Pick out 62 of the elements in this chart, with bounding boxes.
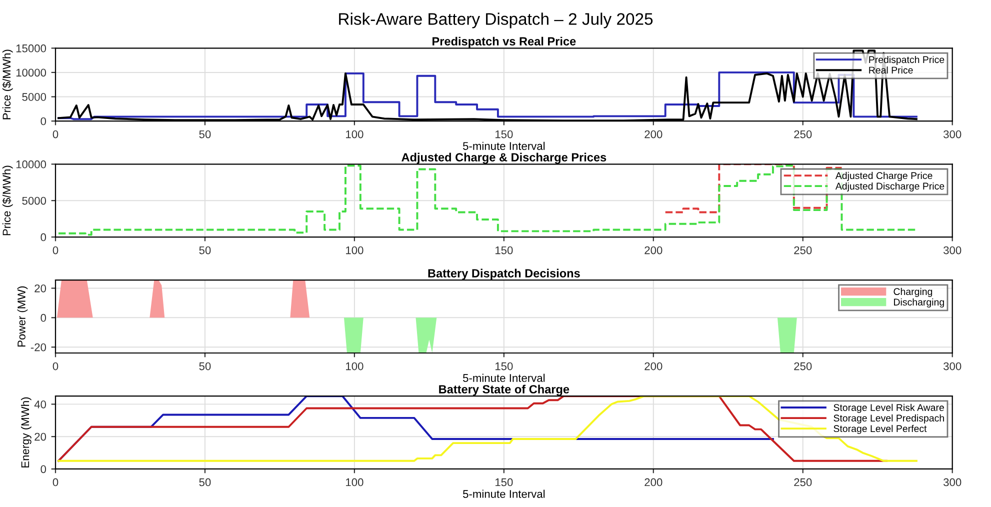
legend-label: Adjusted Charge Price	[835, 172, 932, 181]
legend-label: Storage Level Predispach	[834, 414, 944, 424]
y-tick-label: 20	[34, 432, 46, 441]
y-axis-title: Energy (MWh)	[20, 397, 32, 468]
y-tick-label: 10000	[16, 68, 46, 77]
x-tick-label: 200	[644, 246, 662, 254]
x-tick-label: 200	[644, 130, 662, 138]
x-tick-label: 150	[496, 130, 513, 138]
y-axis-title: Price ($/MWh)	[2, 166, 13, 236]
chart-title: Battery Dispatch Decisions	[428, 268, 580, 280]
x-tick-label: 0	[52, 130, 58, 138]
legend-label: Storage Level Risk Aware	[834, 404, 944, 413]
chart-title: Adjusted Charge & Discharge Prices	[402, 152, 606, 164]
y-tick-label: 0	[40, 465, 46, 474]
x-tick-label: 100	[346, 130, 364, 138]
x-tick-label: 250	[794, 130, 812, 138]
x-tick-label: 50	[199, 246, 211, 254]
x-tick-label: 250	[794, 478, 812, 486]
legend-label: Predispatch Price	[869, 56, 944, 66]
y-tick-label: 15000	[16, 44, 46, 52]
y-tick-label: 20	[34, 284, 46, 292]
x-tick-label: 250	[794, 362, 812, 370]
x-tick-label: 100	[346, 362, 364, 370]
x-tick-label: 200	[644, 478, 662, 486]
y-tick-label: 0	[40, 233, 46, 242]
legend-label: Charging	[894, 288, 932, 297]
x-tick-label: 300	[944, 130, 962, 138]
x-axis-title: 5-minute Interval	[462, 490, 545, 498]
y-tick-label: 0	[40, 314, 46, 322]
x-axis-title: 5-minute Interval	[462, 142, 545, 150]
chart-title: Predispatch vs Real Price	[432, 36, 576, 48]
x-tick-label: 250	[794, 246, 812, 254]
legend-label: Storage Level Perfect	[834, 424, 927, 434]
x-tick-label: 50	[199, 478, 211, 486]
legend-label: Real Price	[869, 66, 913, 74]
legend-label: Adjusted Discharge Price	[835, 182, 944, 192]
y-tick-label: 5000	[22, 93, 46, 101]
x-tick-label: 0	[52, 362, 58, 370]
x-tick-label: 300	[944, 246, 962, 254]
x-tick-label: 150	[496, 478, 513, 486]
text: Risk-Aware Battery Dispatch – 2 July 2025	[339, 12, 653, 28]
x-axis-title: 5-minute Interval	[462, 374, 545, 382]
x-tick-label: 0	[52, 246, 58, 254]
x-tick-label: 200	[644, 362, 662, 370]
x-tick-label: 150	[496, 362, 513, 370]
legend-label: Discharging	[894, 298, 944, 308]
y-axis-title: Price ($/MWh)	[2, 50, 13, 120]
chart-title: Battery State of Charge	[439, 384, 570, 396]
x-tick-label: 0	[52, 478, 58, 486]
x-tick-label: 50	[199, 130, 211, 138]
y-axis-title: Power (MW)	[17, 286, 28, 347]
x-tick-label: 50	[199, 362, 211, 370]
x-tick-label: 100	[346, 246, 364, 254]
y-tick-label: 0	[40, 117, 46, 126]
x-tick-label: 300	[944, 478, 962, 486]
x-tick-label: 150	[496, 246, 513, 254]
y-tick-label: 10000	[16, 160, 46, 168]
x-tick-label: 100	[346, 478, 364, 486]
y-tick-label: -20	[30, 343, 46, 352]
y-tick-label: 40	[34, 400, 46, 408]
x-tick-label: 300	[944, 362, 962, 370]
y-tick-label: 5000	[22, 196, 46, 205]
